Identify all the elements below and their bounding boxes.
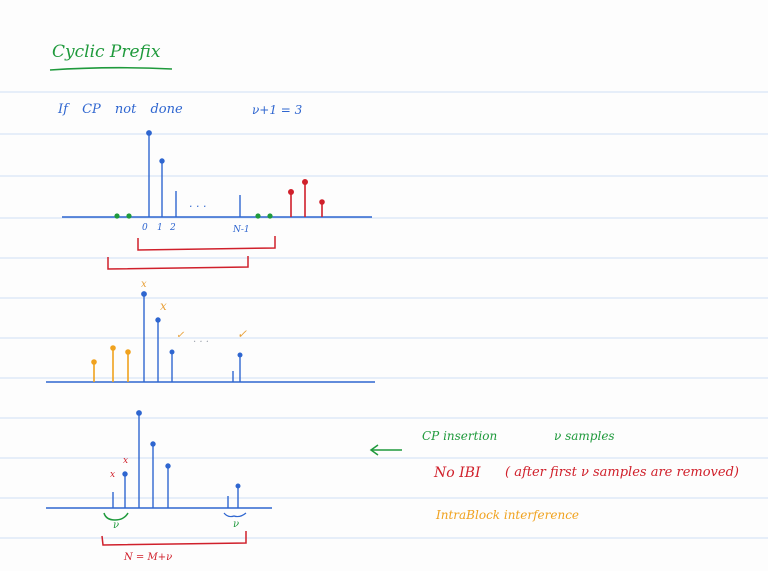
check-mark-2: ✓ bbox=[237, 327, 248, 341]
intra-block-note: IntraBlock interference bbox=[436, 508, 580, 522]
length-label: N = M+ν bbox=[124, 552, 173, 563]
nu-samples-note: ν samples bbox=[554, 429, 615, 443]
marker-x-1: x bbox=[141, 279, 147, 290]
tick-label-2: 2 bbox=[170, 223, 176, 233]
marker-x-3: x bbox=[110, 470, 116, 480]
condition-text: If CP not done bbox=[58, 102, 183, 117]
tick-label-1: 1 bbox=[157, 223, 163, 233]
check-mark-1: ✓ bbox=[176, 330, 185, 341]
after-first-note: ( after first ν samples are removed) bbox=[505, 465, 739, 480]
no-ibi-note: No IBI bbox=[434, 465, 481, 481]
cp-insertion-note: CP insertion bbox=[422, 429, 498, 443]
ellipsis-2: . . . bbox=[193, 334, 209, 345]
marker-x-2: x bbox=[160, 299, 167, 313]
ellipsis-1: . . . bbox=[189, 197, 207, 210]
marker-x-4: x bbox=[123, 456, 129, 466]
page-title: Cyclic Prefix bbox=[52, 42, 161, 62]
brace-label-nu-2: ν bbox=[233, 519, 240, 530]
tick-label-0: 0 bbox=[142, 223, 148, 233]
nu-equation: ν+1 = 3 bbox=[252, 103, 303, 117]
brace-label-nu-1: ν bbox=[113, 520, 120, 531]
tick-label-n-1: N-1 bbox=[233, 225, 250, 235]
